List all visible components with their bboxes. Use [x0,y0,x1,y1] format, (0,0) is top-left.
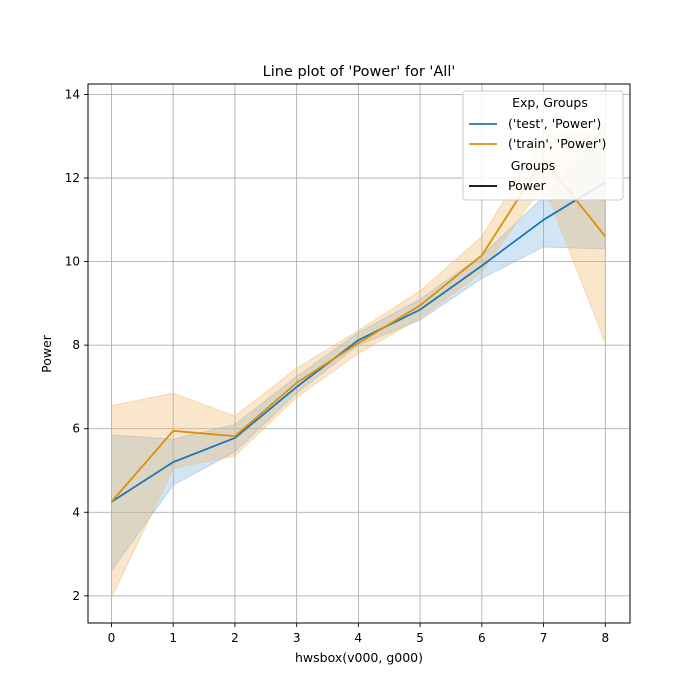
legend-box [462,90,624,201]
x-tick-label: 4 [355,631,363,645]
x-tick-label: 8 [601,631,609,645]
y-tick-label: 10 [65,255,80,269]
plot-frame [87,83,631,624]
grid [88,84,630,623]
x-axis-label: hwsbox(v000, g000) [295,650,423,665]
confidence-bands [110,122,606,599]
chart-title: Line plot of 'Power' for 'All' [263,64,456,80]
confidence-band-train [110,129,606,599]
legend-entry-power: Power [508,178,547,193]
legend-title-groups: Groups [511,158,556,173]
x-tick-label: 2 [231,631,239,645]
y-tick-label: 8 [72,338,80,352]
x-tick-label: 0 [108,631,116,645]
x-tick-label: 5 [416,631,424,645]
x-tick-label: 7 [540,631,548,645]
y-tick-label: 6 [72,422,80,436]
x-tick-label: 1 [169,631,177,645]
y-axis-label: Power [39,334,54,373]
legend: Exp, Groups ('test', 'Power') ('train', … [462,90,624,201]
series-line-test [110,181,606,503]
y-tick-label: 4 [72,505,80,519]
y-tick-label: 12 [65,171,80,185]
legend-entry-test: ('test', 'Power') [508,116,601,131]
legend-title-exp-groups: Exp, Groups [512,95,588,110]
confidence-band-test [110,122,606,573]
legend-entry-train: ('train', 'Power') [508,136,606,151]
y-tick-label: 2 [72,589,80,603]
y-tick-label: 14 [65,87,80,101]
x-tick-label: 6 [478,631,486,645]
x-tick-label: 3 [293,631,301,645]
